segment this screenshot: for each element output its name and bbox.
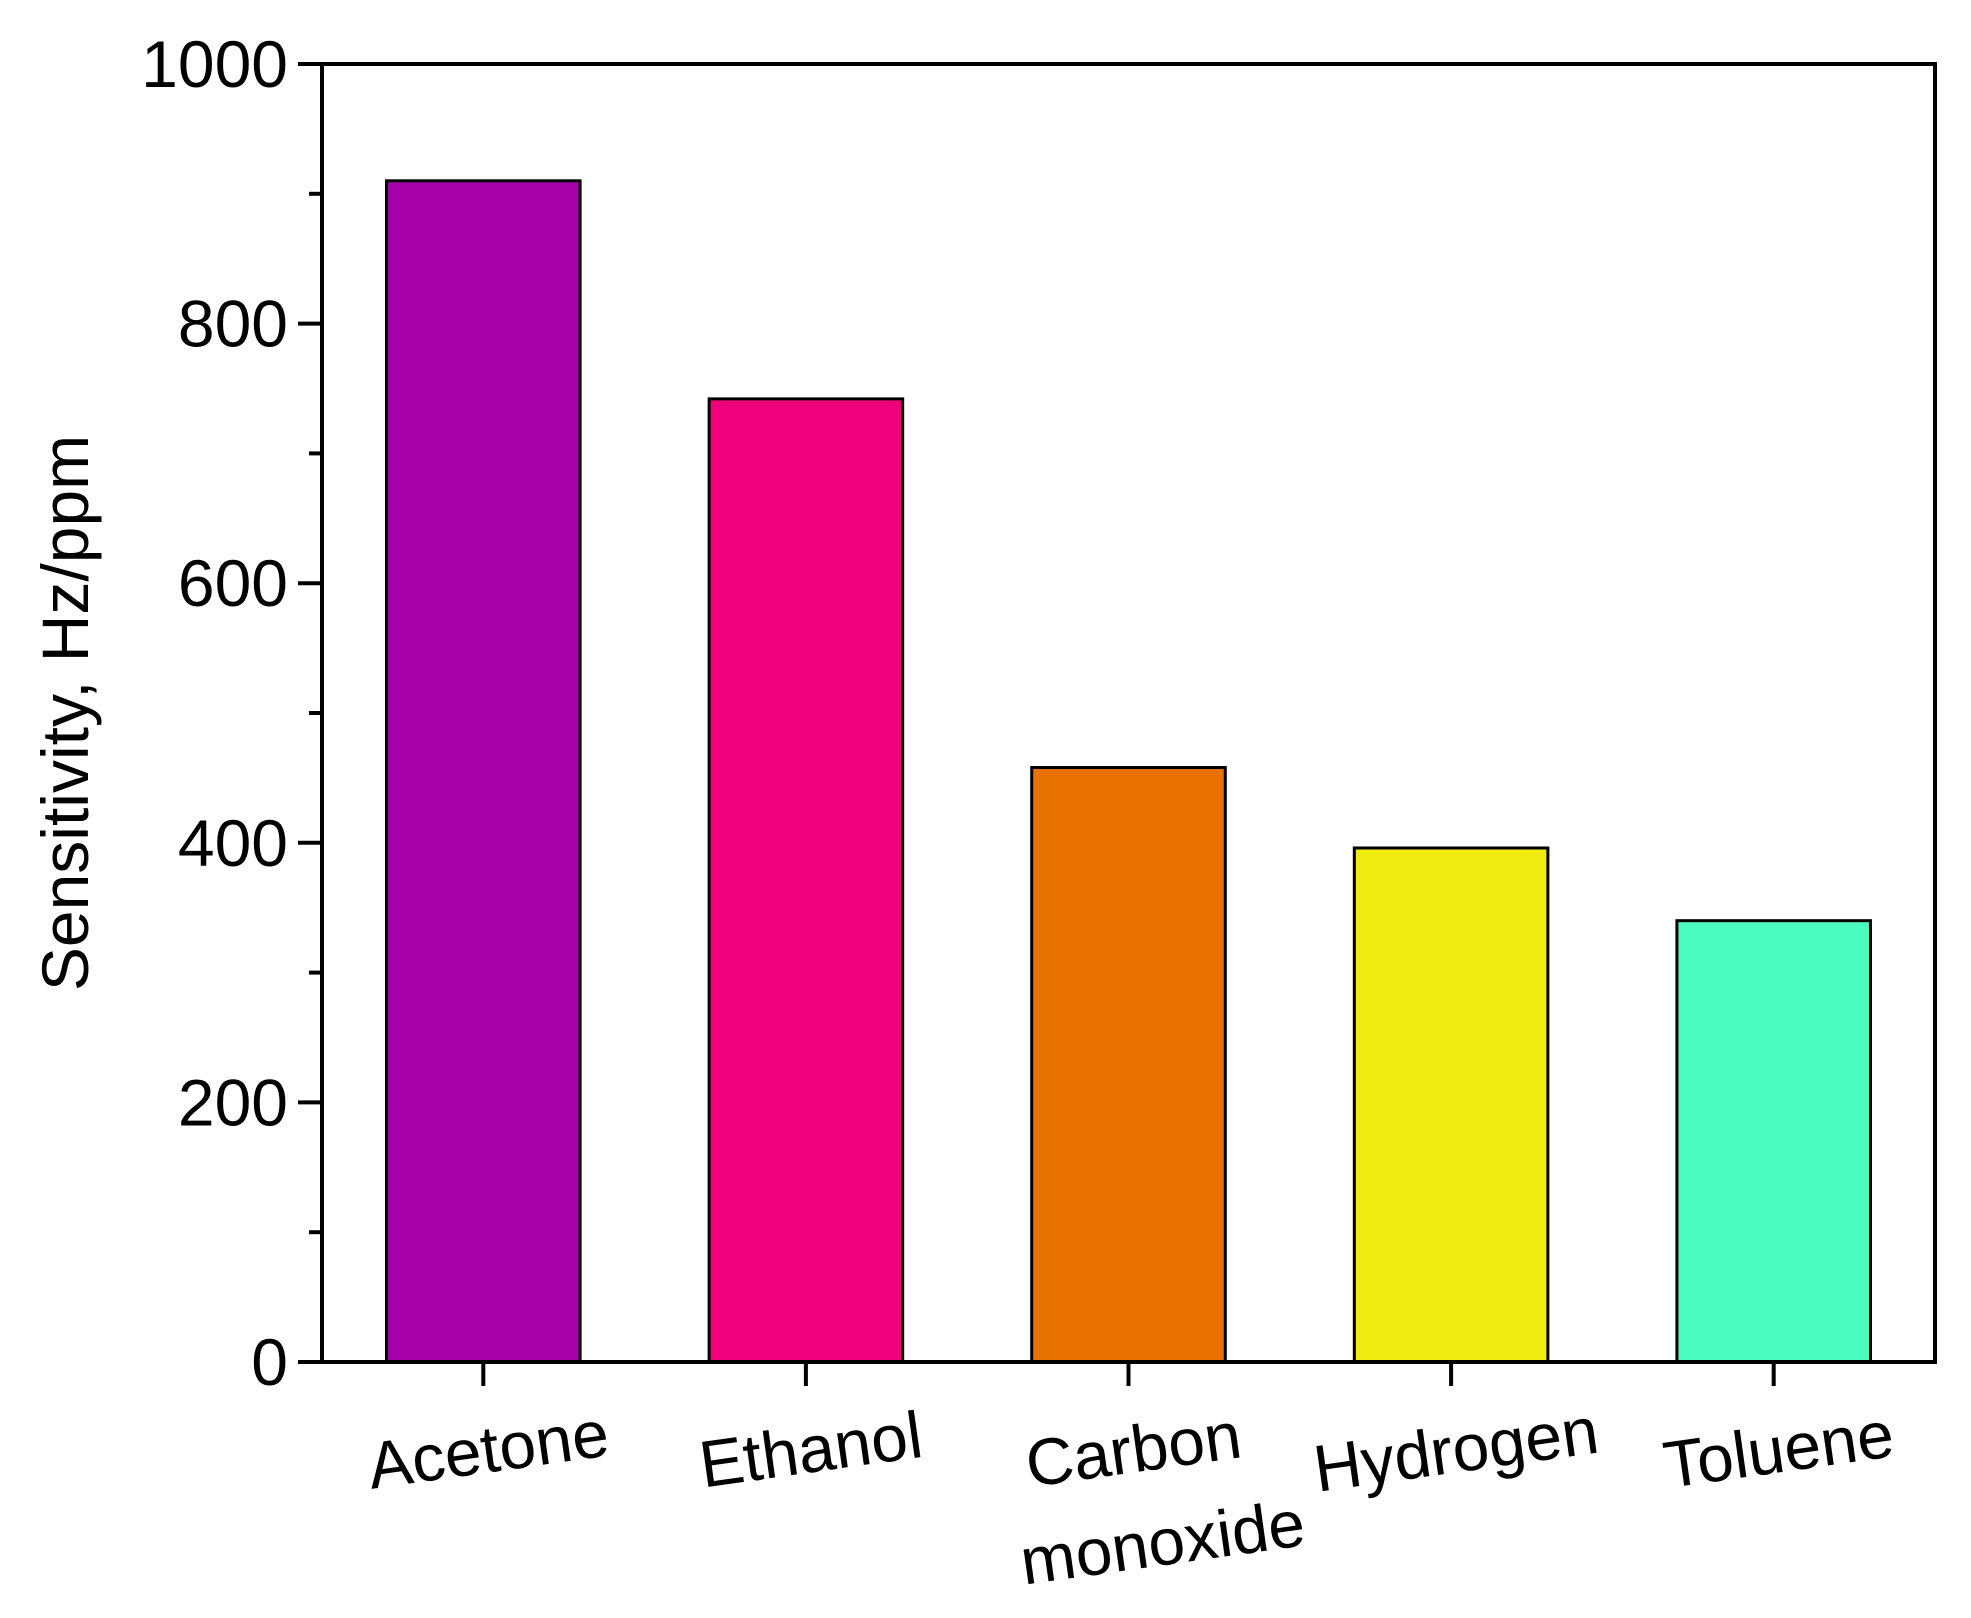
bars [385,179,1872,1364]
y-tick-label-800: 800 [178,287,288,361]
y-axis-minor-ticks [309,191,322,1235]
category-label-acetone: Acetone [363,1396,613,1503]
bar-hydrogen [1352,846,1550,1364]
category-label-line: Toluene [1659,1396,1898,1501]
y-tick-label-600: 600 [178,546,288,620]
category-label-line: monoxide [1016,1486,1310,1599]
category-label-line: Carbon [1021,1398,1246,1501]
y-tick-label-1000: 1000 [141,27,288,101]
x-axis-ticks [481,1362,1776,1386]
category-label-hydrogen: Hydrogen [1309,1393,1603,1506]
plot-frame [320,62,1937,1364]
category-label-line: Ethanol [695,1397,927,1501]
bar-toluene [1675,919,1872,1364]
category-label-ethanol: Ethanol [695,1397,927,1501]
category-label-toluene: Toluene [1659,1396,1898,1501]
bar-acetone [385,179,582,1364]
category-label-line: Hydrogen [1309,1393,1603,1506]
y-axis-major-ticks [298,62,322,1364]
bar-ethanol [707,397,905,1364]
bar-carbon-monoxide [1030,766,1227,1364]
y-tick-label-400: 400 [178,806,288,880]
category-label-line: Acetone [363,1396,613,1503]
y-axis-tick-labels: 0 200 400 600 800 1000 [141,27,288,1399]
y-tick-label-0: 0 [251,1325,288,1399]
y-tick-label-200: 200 [178,1065,288,1139]
y-axis-title: Sensitivity, Hz/ppm [28,435,102,991]
